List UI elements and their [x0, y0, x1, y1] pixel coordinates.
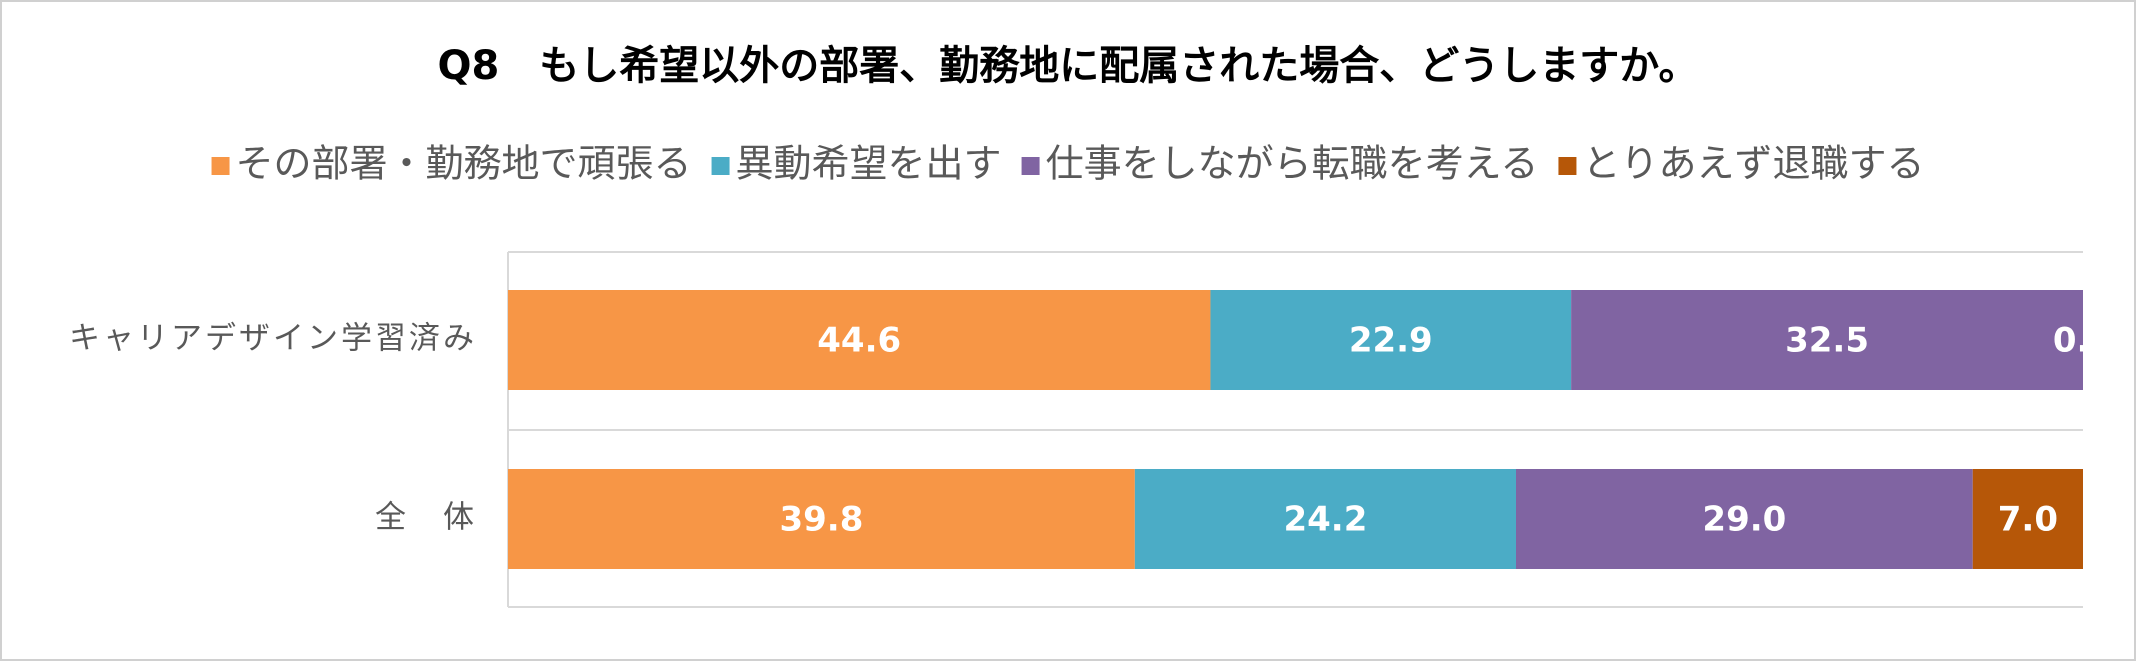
- data-label: 24.2: [1283, 500, 1367, 540]
- legend-label: 仕事をしながら転職を考える: [1046, 142, 1539, 186]
- legend-swatch: [1558, 157, 1577, 175]
- legend-label: とりあえず退職する: [1582, 142, 1924, 186]
- legend-swatch: [711, 157, 730, 175]
- legend: その部署・勤務地で頑張る 異動希望を出す 仕事をしながら転職を考える とりあえず退職す…: [211, 142, 1924, 186]
- plot-area: 44.6 22.9 32.5 0.0 39.8 24.2 29.0 7.0: [507, 251, 2113, 608]
- data-label: 22.9: [1349, 321, 1433, 361]
- bar-segment: [508, 290, 1211, 390]
- data-label: 7.0: [1998, 500, 2058, 540]
- chart-title: Q8 もし希望以外の部署、勤務地に配属された場合、どうしますか。: [437, 43, 1698, 89]
- bar-segment: [1972, 469, 2083, 569]
- data-label: 32.5: [1785, 321, 1869, 361]
- y-tick-label: 全 体: [375, 500, 477, 536]
- bar-segment: [1571, 290, 2083, 390]
- legend-swatch: [1021, 157, 1040, 175]
- legend-label: 異動希望を出す: [736, 142, 1002, 186]
- data-label: 44.6: [817, 321, 901, 361]
- bar-segment: [1134, 469, 1516, 569]
- y-tick-label: キャリアデザイン学習済み: [69, 321, 477, 357]
- data-label: 29.0: [1702, 500, 1786, 540]
- bar-segment: [508, 469, 1135, 569]
- data-label: 0.0: [2053, 321, 2113, 361]
- legend-swatch: [211, 157, 230, 175]
- data-label: 39.8: [779, 500, 863, 540]
- legend-label: その部署・勤務地で頑張る: [236, 142, 692, 186]
- bar-segment: [1516, 469, 1973, 569]
- bar-segment: [1210, 290, 1572, 390]
